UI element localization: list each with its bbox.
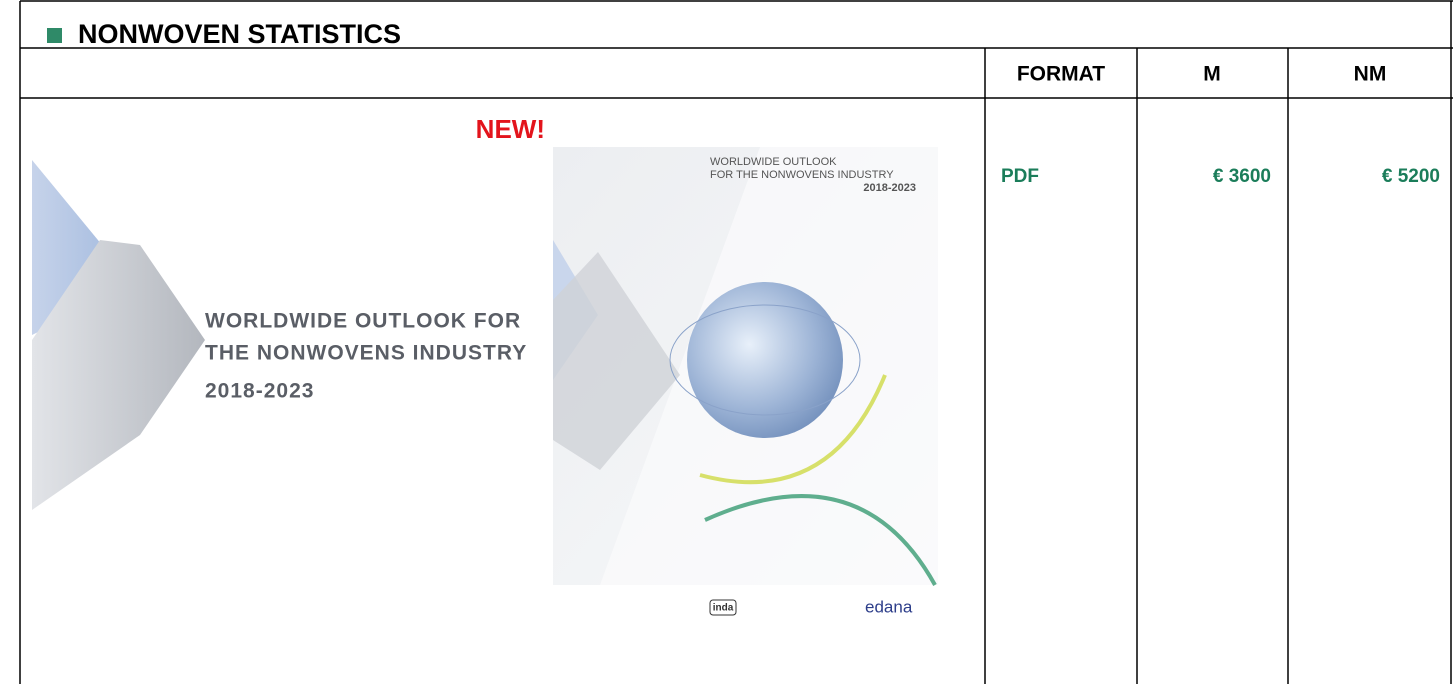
price-cell: € 3600 (1213, 166, 1271, 187)
price-cell: € 5200 (1382, 166, 1440, 187)
new-badge: NEW! (476, 114, 545, 144)
chevron (32, 240, 205, 510)
format-cell: PDF (1001, 166, 1039, 187)
column-header: FORMAT (1017, 63, 1105, 86)
column-header: M (1203, 63, 1221, 86)
arc (704, 494, 937, 586)
title-icon (47, 28, 62, 43)
chevron (553, 252, 680, 470)
logo: edana (865, 597, 913, 616)
logo: inda (713, 603, 734, 614)
logo-box (709, 599, 737, 616)
banner-years: 2018-2023 (205, 380, 314, 403)
arc (699, 374, 887, 485)
cover-years: 2018-2023 (863, 182, 916, 194)
cover-text: WORLDWIDE OUTLOOK (710, 156, 837, 168)
globe (687, 282, 843, 438)
banner-text: WORLDWIDE OUTLOOK FOR (205, 310, 521, 333)
column-header: NM (1354, 63, 1387, 86)
cover-text: FOR THE NONWOVENS INDUSTRY (710, 169, 894, 181)
title: NONWOVEN STATISTICS (78, 19, 401, 49)
globe-ring (669, 304, 861, 416)
banner-text: THE NONWOVENS INDUSTRY (205, 342, 527, 365)
